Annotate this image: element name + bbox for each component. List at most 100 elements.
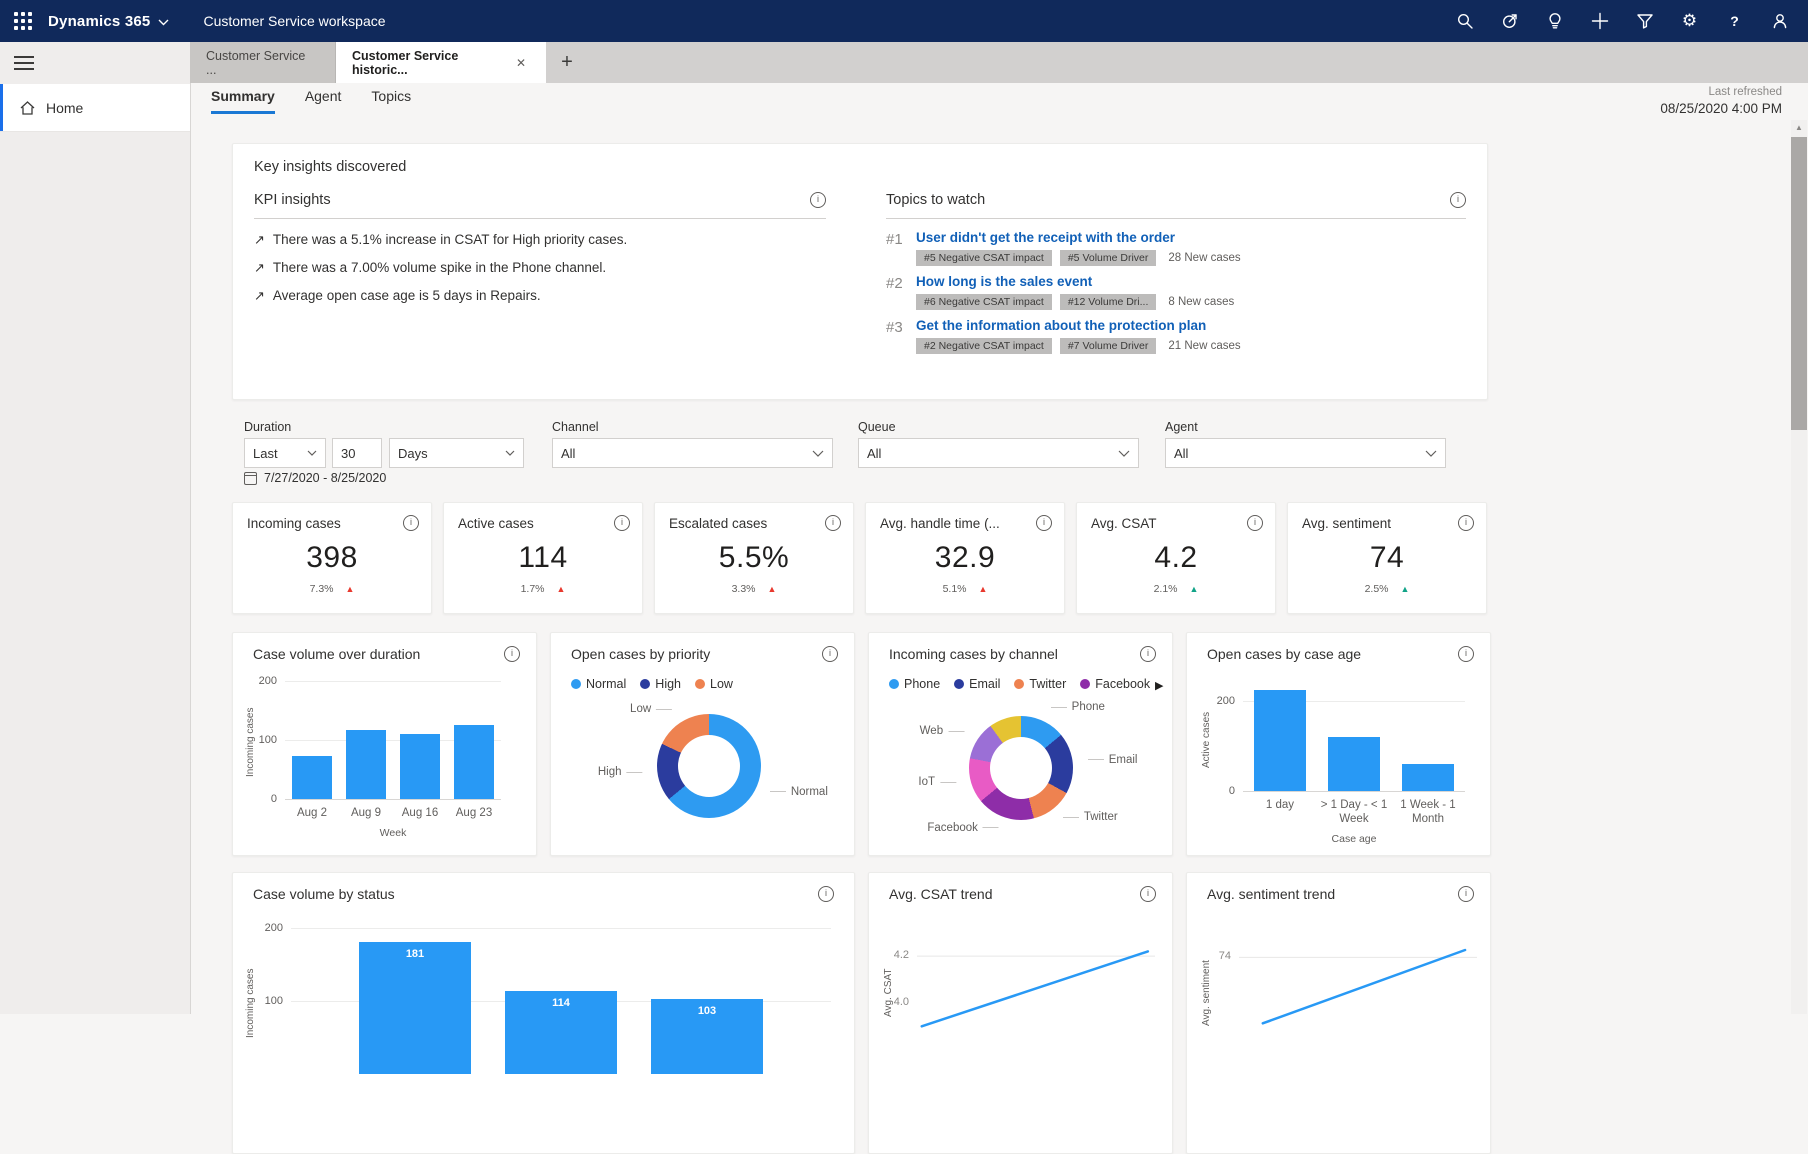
info-icon[interactable]: i — [1247, 515, 1263, 531]
kpi-delta-value: 7.3% — [309, 583, 334, 595]
trend-up-arrow-icon: ↗ — [254, 260, 265, 275]
app-launcher-waffle-icon[interactable] — [14, 12, 32, 30]
tab-customer-service-historical[interactable]: Customer Service historic... ✕ — [336, 42, 546, 83]
channel-dropdown[interactable]: All — [552, 438, 833, 468]
info-icon[interactable]: i — [810, 192, 826, 208]
tab-summary[interactable]: Summary — [211, 88, 275, 114]
chevron-down-icon[interactable] — [158, 19, 169, 26]
legend-item[interactable]: Phone — [889, 677, 940, 691]
kpi-delta: 2.1% ▲ — [1077, 583, 1275, 595]
dropdown-value: All — [561, 445, 576, 461]
legend-item[interactable]: Twitter — [1014, 677, 1066, 691]
legend-item[interactable]: Facebook — [1080, 677, 1150, 691]
y-axis-tick: 0 — [1228, 785, 1235, 797]
kpi-insight-text: There was a 7.00% volume spike in the Ph… — [272, 260, 607, 275]
info-icon[interactable]: i — [1450, 192, 1466, 208]
search-icon[interactable] — [1442, 0, 1487, 42]
duration-preset-dropdown[interactable]: Last — [244, 438, 326, 468]
topic-link[interactable]: How long is the sales event — [916, 274, 1093, 289]
kpi-value: 32.9 — [934, 541, 996, 574]
info-icon[interactable]: i — [1140, 646, 1156, 662]
donut-callout-label: Facebook — [927, 822, 999, 834]
filter-funnel-icon[interactable] — [1622, 0, 1667, 42]
info-icon[interactable]: i — [614, 515, 630, 531]
close-tab-icon[interactable]: ✕ — [515, 55, 526, 70]
settings-gear-icon[interactable]: ⚙ — [1681, 11, 1698, 30]
legend-item[interactable]: Low — [695, 677, 733, 691]
account-icon[interactable] — [1757, 0, 1802, 42]
date-range-value: 7/27/2020 - 8/25/2020 — [264, 471, 387, 485]
info-icon[interactable]: i — [1458, 515, 1474, 531]
y-axis-label: Active cases — [1201, 711, 1212, 769]
y-axis-tick: 74 — [1218, 950, 1231, 963]
chart-title: Open cases by priority — [571, 646, 711, 662]
case-volume-over-duration-card: Case volume over duration i Incoming cas… — [232, 632, 537, 856]
info-icon[interactable]: i — [822, 646, 838, 662]
callout-line — [948, 730, 965, 732]
duration-unit-dropdown[interactable]: Days — [389, 438, 524, 468]
vertical-scrollbar[interactable]: ▲ — [1791, 120, 1807, 1014]
topic-item: #3 Get the information about the protect… — [886, 318, 1466, 358]
new-tab-plus-icon[interactable]: + — [561, 51, 573, 73]
duration-value-input[interactable]: 30 — [332, 438, 382, 468]
y-axis-tick: 200 — [1216, 695, 1235, 707]
info-icon[interactable]: i — [1458, 886, 1474, 902]
x-axis-tick: Aug 9 — [350, 807, 382, 819]
scrollbar-thumb[interactable] — [1791, 137, 1807, 430]
y-axis-tick: 100 — [258, 734, 277, 746]
duration-filter-label: Duration — [244, 420, 292, 434]
queue-dropdown[interactable]: All — [858, 438, 1139, 468]
legend-item[interactable]: Normal — [571, 677, 626, 691]
legend-overflow-arrow-icon[interactable]: ▶ — [1155, 680, 1164, 692]
chevron-down-icon — [505, 450, 515, 456]
topic-new-cases: 21 New cases — [1168, 340, 1241, 352]
tab-topics[interactable]: Topics — [371, 88, 412, 104]
kpi-delta-value: 2.1% — [1153, 583, 1178, 595]
callout-line — [769, 791, 786, 793]
quick-actions-circle-arrow-icon[interactable] — [1487, 0, 1532, 42]
kpi-delta: 3.3% ▲ — [655, 583, 853, 595]
trend-up-arrow-icon: ↗ — [254, 288, 265, 303]
topic-badge: #6 Negative CSAT impact — [916, 294, 1052, 310]
kpi-title: Avg. CSAT — [1091, 515, 1157, 531]
trend-up-triangle-icon: ▲ — [767, 583, 777, 594]
kpi-title: Avg. handle time (... — [880, 515, 1000, 531]
callout-text: Web — [919, 725, 944, 738]
topic-link[interactable]: User didn't get the receipt with the ord… — [916, 230, 1175, 245]
tab-customer-service[interactable]: Customer Service ... — [190, 42, 336, 83]
trend-up-triangle-icon: ▲ — [1189, 583, 1199, 594]
sidebar-item-home[interactable]: Home — [0, 84, 190, 132]
help-icon[interactable]: ? — [1730, 13, 1739, 29]
info-icon[interactable]: i — [504, 646, 520, 662]
trend-up-arrow-icon: ↗ — [254, 232, 265, 247]
topic-rank: #2 — [886, 275, 903, 292]
info-icon[interactable]: i — [1140, 886, 1156, 902]
lightbulb-icon[interactable] — [1532, 0, 1577, 42]
tab-agent[interactable]: Agent — [304, 88, 342, 104]
scroll-up-arrow-icon[interactable]: ▲ — [1795, 123, 1803, 132]
channel-filter-label: Channel — [552, 420, 599, 434]
legend-item[interactable]: Email — [954, 677, 1000, 691]
sitemap-toggle-hamburger-icon[interactable] — [14, 56, 34, 70]
x-axis-tick: 1 day — [1265, 799, 1295, 811]
donut-hole — [678, 735, 740, 797]
new-record-plus-icon[interactable] — [1577, 0, 1622, 42]
info-icon[interactable]: i — [403, 515, 419, 531]
topic-link[interactable]: Get the information about the protection… — [916, 318, 1207, 333]
callout-line — [1087, 759, 1104, 761]
kpi-title: Escalated cases — [669, 515, 768, 531]
donut-callout-label: Twitter — [1062, 811, 1118, 823]
y-axis-tick: 100 — [264, 995, 283, 1007]
info-icon[interactable]: i — [818, 886, 834, 902]
agent-dropdown[interactable]: All — [1165, 438, 1446, 468]
legend-item[interactable]: High — [640, 677, 681, 691]
chart-title: Case volume over duration — [253, 646, 421, 662]
bar — [292, 755, 332, 799]
brand-title[interactable]: Dynamics 365 — [48, 12, 151, 30]
info-icon[interactable]: i — [825, 515, 841, 531]
bar-chart-plot: 0 100 200 Aug 2 Aug 9 Aug 16 Aug 23 — [259, 675, 501, 819]
info-icon[interactable]: i — [1036, 515, 1052, 531]
info-icon[interactable]: i — [1458, 646, 1474, 662]
trend-up-triangle-icon: ▲ — [345, 583, 355, 594]
x-axis-tick: Aug 2 — [296, 807, 328, 819]
